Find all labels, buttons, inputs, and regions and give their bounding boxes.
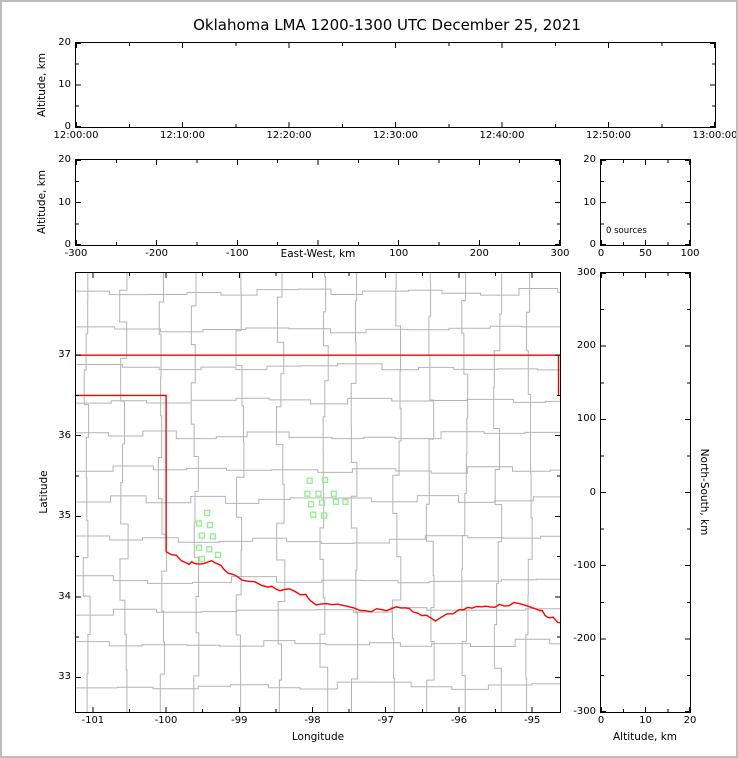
- plot-title: Oklahoma LMA 1200-1300 UTC December 25, …: [193, 16, 581, 34]
- y-tick-label: 34: [58, 590, 71, 602]
- y-tick-label: 300: [576, 267, 596, 278]
- y-tick-label: 0: [589, 239, 596, 250]
- y-tick-label: 10: [583, 196, 596, 208]
- x-tick-label: 0: [597, 248, 605, 259]
- y-tick-label: 37: [58, 349, 71, 361]
- station-marker: [318, 499, 326, 506]
- x-tick-label: 100: [680, 248, 700, 259]
- station-marker: [214, 551, 222, 559]
- x-tick-label: 12:00:00: [53, 130, 99, 141]
- ns-panel-right-axis-label: North-South, km: [698, 448, 710, 536]
- x-tick-label: 20: [683, 715, 697, 726]
- station-marker: [206, 521, 214, 529]
- x-tick-label: 10: [639, 715, 652, 726]
- x-tick-label: 50: [639, 248, 652, 259]
- y-tick-label: 20: [58, 154, 71, 165]
- y-tick-label: -100: [573, 559, 596, 571]
- station-marker: [310, 511, 317, 518]
- station-marker: [307, 501, 315, 508]
- y-tick-label: 10: [58, 196, 71, 208]
- y-tick-label: 0: [64, 239, 71, 250]
- station-marker: [203, 509, 211, 517]
- station-marker: [195, 520, 203, 527]
- station-marker: [321, 476, 329, 484]
- x-tick-label: -97: [377, 715, 394, 726]
- ew-panel-x-axis-label: East-West, km: [280, 248, 356, 260]
- y-tick-label: 36: [58, 429, 71, 441]
- x-tick-label: 0: [597, 715, 605, 726]
- x-tick-label: -95: [524, 715, 541, 726]
- y-tick-label: -300: [573, 706, 596, 717]
- y-tick-label: 100: [576, 413, 596, 425]
- county-lines: [76, 273, 560, 712]
- x-tick-label: 12:40:00: [479, 130, 525, 141]
- y-tick-label: 0: [64, 121, 71, 132]
- station-marker: [304, 490, 311, 497]
- station-marker: [332, 498, 340, 505]
- x-tick-label: 12:30:00: [373, 130, 418, 141]
- y-tick-label: 200: [576, 340, 596, 352]
- x-tick-label: -200: [145, 248, 168, 259]
- y-tick-label: 0: [589, 486, 596, 498]
- y-tick-label: 20: [583, 154, 596, 165]
- y-tick-label: 10: [58, 79, 71, 90]
- station-marker: [342, 498, 349, 505]
- x-tick-label: -100: [154, 715, 178, 726]
- map-x-axis-label: Longitude: [291, 731, 345, 743]
- x-tick-label: 12:50:00: [586, 130, 631, 141]
- y-tick-label: -200: [573, 632, 596, 644]
- x-tick-label: -101: [81, 715, 105, 726]
- station-marker: [206, 546, 213, 553]
- panel-altitude-vs-east-west: [75, 159, 561, 246]
- x-tick-label: -300: [64, 248, 88, 259]
- x-tick-label: -99: [231, 715, 248, 726]
- oklahoma-state-border: [76, 354, 560, 624]
- x-tick-label: 300: [550, 248, 570, 259]
- panel-map-plan-view: [75, 272, 561, 713]
- ns-panel-x-axis-label: Altitude, km: [612, 731, 678, 743]
- panel-source-count-histogram: [600, 159, 691, 246]
- lma-station-markers: [195, 476, 349, 563]
- panel-north-south-vs-altitude: [600, 272, 691, 713]
- y-tick-label: 35: [58, 510, 71, 522]
- station-marker: [195, 544, 203, 551]
- station-marker: [321, 512, 328, 519]
- x-tick-label: 200: [469, 248, 489, 259]
- x-tick-label: -98: [304, 715, 321, 726]
- x-tick-label: -100: [225, 248, 249, 259]
- x-tick-label: 12:10:00: [160, 130, 205, 141]
- map-y-axis-label: Latitude: [38, 470, 50, 514]
- station-marker: [306, 477, 313, 484]
- station-marker: [330, 490, 337, 497]
- station-marker: [198, 555, 206, 563]
- source-count-annotation: 0 sources: [606, 226, 647, 236]
- y-tick-label: 33: [58, 671, 71, 683]
- station-marker: [198, 532, 206, 539]
- x-tick-label: 100: [389, 248, 409, 259]
- x-tick-label: 12:20:00: [266, 130, 312, 141]
- panel-altitude-vs-time: [75, 42, 716, 128]
- x-tick-label: 13:00:00: [692, 130, 738, 141]
- station-marker: [209, 533, 217, 540]
- x-tick-label: -96: [450, 715, 468, 726]
- y-tick-label: 20: [58, 37, 71, 48]
- station-marker: [315, 490, 322, 497]
